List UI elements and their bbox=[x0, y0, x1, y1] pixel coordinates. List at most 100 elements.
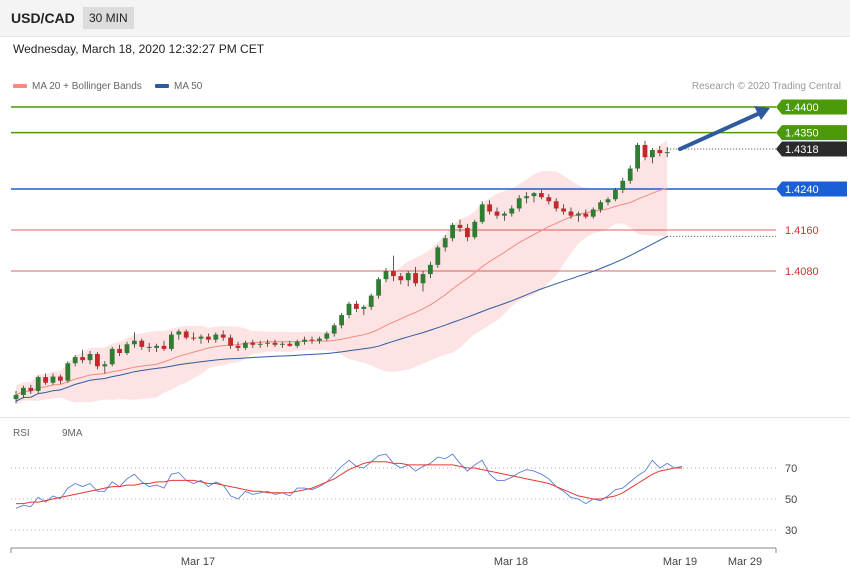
candle-83 bbox=[627, 165, 633, 184]
timeframe-badge[interactable]: 30 MIN bbox=[83, 7, 134, 29]
candle-8 bbox=[72, 355, 78, 367]
candle-75 bbox=[568, 207, 574, 219]
legend-label-9ma: 9MA bbox=[62, 428, 83, 439]
candle-11 bbox=[95, 351, 100, 370]
candle-body bbox=[635, 144, 640, 169]
candle-41 bbox=[317, 336, 322, 344]
candle-body bbox=[124, 344, 130, 353]
candle-body bbox=[457, 224, 463, 228]
candle-47 bbox=[361, 304, 367, 316]
x-tick-label-1: Mar 18 bbox=[494, 556, 528, 568]
candle-body bbox=[428, 264, 433, 275]
chart-datetime: Wednesday, March 18, 2020 12:32:27 PM CE… bbox=[13, 42, 265, 56]
candle-7 bbox=[65, 361, 71, 383]
candle-9 bbox=[80, 349, 85, 364]
candle-body bbox=[257, 343, 263, 345]
symbol-label: USD/CAD bbox=[11, 10, 75, 26]
level-label-3: 1.4240 bbox=[785, 184, 819, 196]
candle-35 bbox=[272, 339, 278, 347]
candle-28 bbox=[220, 330, 226, 341]
candle-84 bbox=[635, 142, 640, 172]
panel-divider bbox=[0, 417, 850, 418]
candle-body bbox=[509, 208, 515, 214]
candle-body bbox=[605, 199, 611, 203]
candle-68 bbox=[516, 195, 522, 212]
candle-52 bbox=[398, 273, 404, 285]
candle-body bbox=[420, 274, 426, 284]
candle-29 bbox=[228, 334, 233, 349]
candle-82 bbox=[620, 177, 626, 194]
candle-body bbox=[176, 331, 182, 335]
candle-14 bbox=[117, 344, 122, 357]
candle-body bbox=[590, 209, 596, 217]
legend-label-ma20: MA 20 + Bollinger Bands bbox=[32, 81, 142, 92]
candle-body bbox=[657, 150, 663, 154]
candle-body bbox=[50, 376, 56, 383]
candle-body bbox=[413, 273, 418, 284]
candle-body bbox=[642, 144, 648, 158]
candle-69 bbox=[524, 192, 529, 204]
candle-42 bbox=[324, 331, 330, 341]
candle-81 bbox=[613, 187, 618, 202]
candle-body bbox=[235, 345, 241, 348]
candle-39 bbox=[302, 336, 307, 345]
candle-body bbox=[576, 213, 581, 216]
candle-body bbox=[65, 363, 71, 381]
candle-61 bbox=[465, 223, 470, 242]
candle-49 bbox=[376, 277, 381, 299]
candle-body bbox=[539, 193, 544, 198]
candle-50 bbox=[383, 267, 389, 283]
level-label-2: 1.4318 bbox=[785, 144, 819, 156]
candle-body bbox=[598, 202, 603, 210]
candle-45 bbox=[346, 301, 352, 319]
candle-55 bbox=[420, 271, 426, 292]
candle-body bbox=[442, 238, 448, 248]
candle-51 bbox=[391, 255, 396, 282]
candle-body bbox=[472, 221, 478, 238]
candle-body bbox=[87, 354, 93, 361]
level-label-5: 1.4080 bbox=[785, 266, 819, 278]
candle-13 bbox=[109, 346, 115, 367]
candle-body bbox=[524, 196, 529, 199]
level-tag-1 bbox=[776, 125, 847, 141]
candle-body bbox=[465, 227, 470, 238]
level-tag-0 bbox=[776, 99, 847, 115]
candle-87 bbox=[657, 145, 663, 157]
candle-15 bbox=[124, 341, 130, 356]
candle-31 bbox=[243, 340, 248, 350]
candle-10 bbox=[87, 350, 93, 365]
candle-body bbox=[613, 190, 618, 200]
candle-body bbox=[494, 211, 500, 216]
x-tick-label-3: Mar 29 bbox=[728, 556, 762, 568]
candle-17 bbox=[139, 338, 145, 350]
candle-16 bbox=[132, 332, 137, 348]
candle-body bbox=[58, 376, 63, 381]
ma20-line bbox=[15, 187, 668, 396]
candle-63 bbox=[479, 201, 485, 224]
legend-item-ma20: MA 20 + Bollinger Bands bbox=[13, 81, 142, 92]
candle-body bbox=[502, 213, 507, 216]
candle-body bbox=[405, 273, 411, 281]
candle-body bbox=[398, 276, 404, 281]
bollinger-band bbox=[16, 140, 668, 405]
candle-body bbox=[391, 271, 396, 277]
candle-body bbox=[627, 168, 633, 181]
candle-body bbox=[139, 340, 145, 347]
candle-body bbox=[583, 213, 589, 217]
candle-58 bbox=[442, 235, 448, 252]
candle-body bbox=[198, 336, 204, 339]
candle-24 bbox=[191, 332, 196, 341]
legend-item-9ma: 9MA bbox=[62, 428, 83, 439]
candle-22 bbox=[176, 329, 182, 340]
candle-23 bbox=[183, 329, 189, 340]
candle-body bbox=[161, 345, 167, 349]
candle-body bbox=[664, 152, 670, 154]
candle-body bbox=[516, 198, 522, 209]
projection-arrow bbox=[678, 111, 762, 152]
candle-body bbox=[72, 357, 78, 364]
chart-header: USD/CAD 30 MIN bbox=[0, 0, 850, 37]
candle-body bbox=[250, 342, 256, 345]
candle-body bbox=[109, 348, 115, 365]
candle-body bbox=[324, 333, 330, 339]
